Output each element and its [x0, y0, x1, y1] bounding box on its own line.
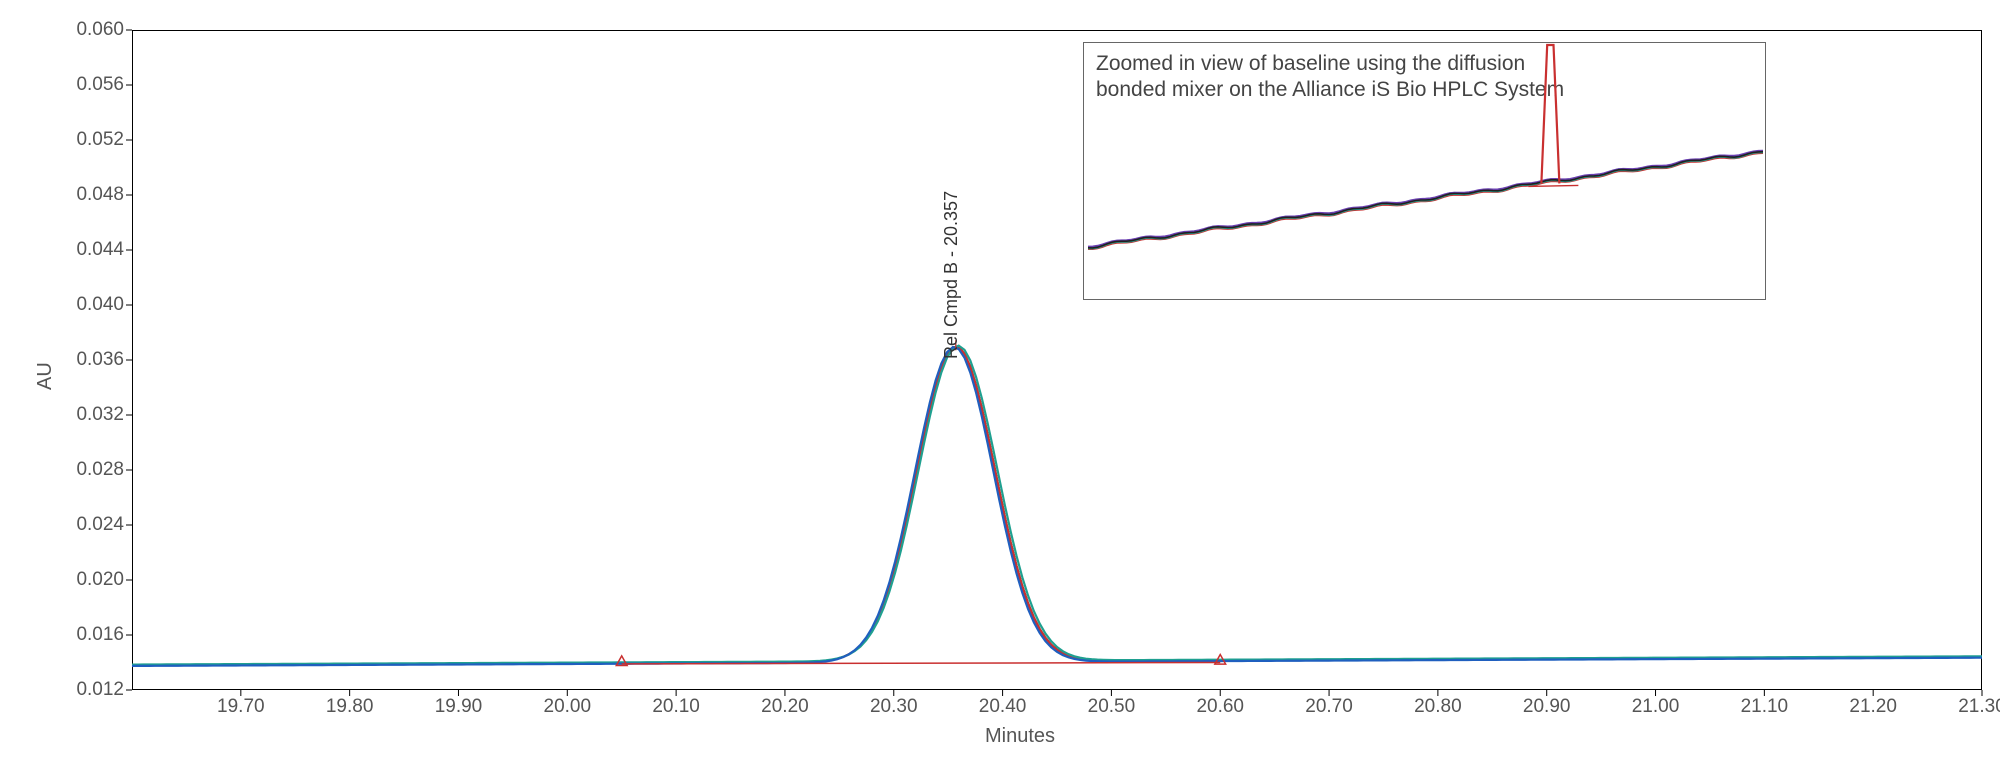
inset-svg — [1084, 43, 1767, 301]
peak-label: Rel Cmpd B - 20.357 — [941, 191, 962, 359]
inset-frame: Zoomed in view of baseline using the dif… — [1083, 42, 1766, 300]
chart-container: AU Minutes 0.0120.0160.0200.0240.0280.03… — [0, 0, 2000, 765]
